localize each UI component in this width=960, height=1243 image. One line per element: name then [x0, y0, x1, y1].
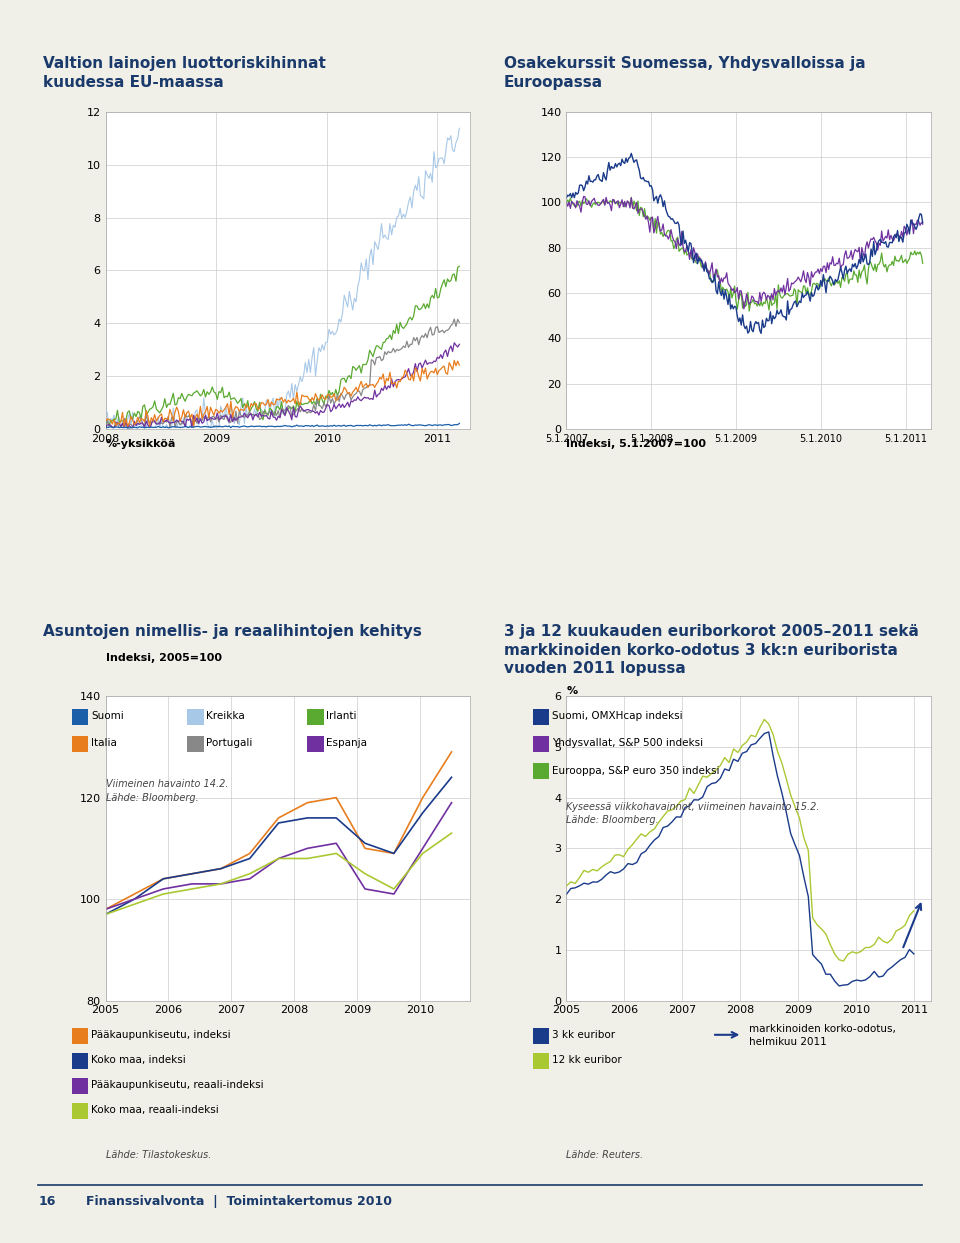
Text: Koko maa, reaali-indeksi: Koko maa, reaali-indeksi	[91, 1105, 219, 1115]
Text: Italia: Italia	[91, 738, 117, 748]
Text: Irlanti: Irlanti	[326, 711, 357, 721]
Text: Lähde: Reuters.: Lähde: Reuters.	[566, 1150, 643, 1160]
Text: %: %	[566, 686, 578, 696]
Text: Yhdysvallat, S&P 500 indeksi: Yhdysvallat, S&P 500 indeksi	[552, 738, 703, 748]
Text: 3 ja 12 kuukauden euriborkorot 2005–2011 sekä
markkinoiden korko-odotus 3 kk:n e: 3 ja 12 kuukauden euriborkorot 2005–2011…	[504, 624, 919, 676]
Text: Kyseessä viikkohavainnot, viimeinen havainto 15.2.
Lähde: Bloomberg.: Kyseessä viikkohavainnot, viimeinen hava…	[566, 802, 820, 825]
Text: Viimeinen havainto 14.2.
Lähde: Bloomberg.: Viimeinen havainto 14.2. Lähde: Bloomber…	[106, 779, 228, 803]
Text: Pääkaupunkiseutu, reaali-indeksi: Pääkaupunkiseutu, reaali-indeksi	[91, 1080, 264, 1090]
Text: %-yksikköä: %-yksikköä	[106, 439, 176, 449]
Text: Portugali: Portugali	[206, 738, 252, 748]
Text: Finanssivalvonta  |  Toimintakertomus 2010: Finanssivalvonta | Toimintakertomus 2010	[86, 1196, 393, 1208]
Text: Eurooppa, S&P euro 350 indeksi: Eurooppa, S&P euro 350 indeksi	[552, 766, 719, 776]
Text: Indeksi, 5.1.2007=100: Indeksi, 5.1.2007=100	[566, 439, 707, 449]
Text: 16: 16	[38, 1196, 56, 1208]
Text: Pääkaupunkiseutu, indeksi: Pääkaupunkiseutu, indeksi	[91, 1030, 230, 1040]
Text: Suomi: Suomi	[91, 711, 124, 721]
Text: Indeksi, 2005=100: Indeksi, 2005=100	[106, 653, 222, 663]
Text: Asuntojen nimellis- ja reaalihintojen kehitys: Asuntojen nimellis- ja reaalihintojen ke…	[43, 624, 422, 639]
Text: Espanja: Espanja	[326, 738, 368, 748]
Text: 3 kk euribor: 3 kk euribor	[552, 1030, 615, 1040]
Text: Lähde: Tilastokeskus.: Lähde: Tilastokeskus.	[106, 1150, 211, 1160]
Text: markkinoiden korko-odotus,
helmikuu 2011: markkinoiden korko-odotus, helmikuu 2011	[749, 1024, 896, 1047]
Text: Suomi, OMXHcap indeksi: Suomi, OMXHcap indeksi	[552, 711, 683, 721]
Text: Koko maa, indeksi: Koko maa, indeksi	[91, 1055, 186, 1065]
Text: Kreikka: Kreikka	[206, 711, 245, 721]
Text: 12 kk euribor: 12 kk euribor	[552, 1055, 622, 1065]
Text: Valtion lainojen luottoriskihinnat
kuudessa EU-maassa: Valtion lainojen luottoriskihinnat kuude…	[43, 56, 326, 89]
Text: Osakekurssit Suomessa, Yhdysvalloissa ja
Euroopassa: Osakekurssit Suomessa, Yhdysvalloissa ja…	[504, 56, 866, 89]
